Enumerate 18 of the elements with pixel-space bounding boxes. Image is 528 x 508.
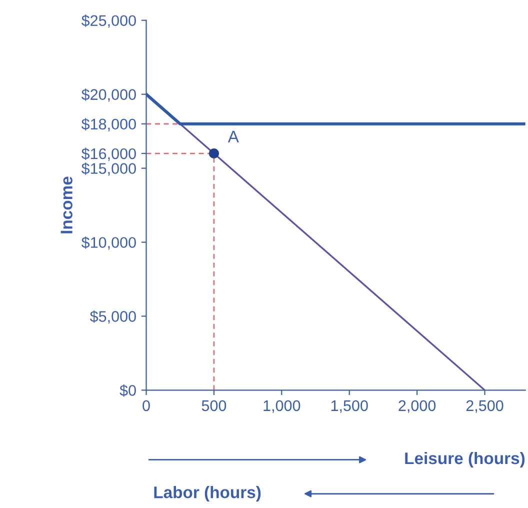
y-tick-label: $18,000 [81,118,136,132]
x-tick-label: 2,500 [466,400,504,413]
x-tick-label: 0 [142,400,150,412]
y-tick-label: $16,000 [81,148,136,161]
x-tick-label: 1,500 [331,400,368,413]
y-tick-label: $25,000 [81,14,136,28]
x-axis-title: Leisure (hours) [405,452,525,468]
y-tick-label: $20,000 [81,88,136,102]
y-tick-label: $0 [120,384,136,397]
y-tick-label: $5,000 [90,310,136,324]
x-tick-label: 1,000 [264,400,300,413]
y-tick-label: $15,000 [81,162,136,176]
x-tick-label: 500 [202,400,226,412]
annotation: A [228,130,239,142]
y-axis-title: Income [60,176,72,234]
text: Labor (hours) [154,486,261,502]
x-tick-label: 2,000 [398,400,436,413]
y-tick-label: $10,000 [81,236,136,250]
